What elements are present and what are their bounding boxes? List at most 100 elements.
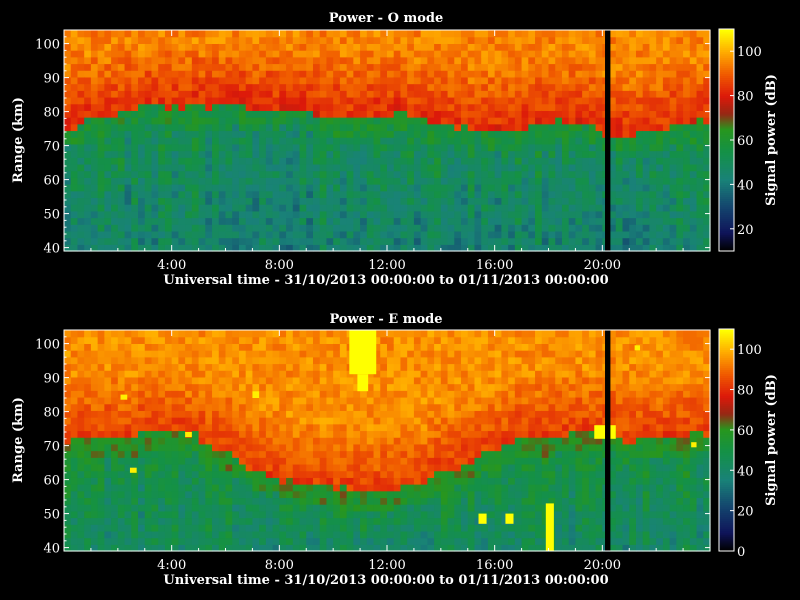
- heatmap-cell: [642, 210, 651, 219]
- heatmap-cell: [481, 170, 489, 178]
- heatmap-cell: [164, 103, 173, 111]
- heatmap-cell: [259, 244, 267, 252]
- heatmap-cell: [494, 177, 502, 185]
- heatmap-cell: [326, 423, 334, 432]
- heatmap-cell: [582, 36, 590, 44]
- heatmap-cell: [588, 50, 597, 58]
- heatmap-cell: [676, 150, 684, 158]
- heatmap-cell: [191, 356, 200, 365]
- heatmap-cell: [286, 190, 294, 199]
- heatmap-cell: [164, 470, 173, 478]
- heatmap-cell: [299, 430, 307, 438]
- heatmap-cell: [225, 210, 233, 219]
- heatmap-cell: [245, 76, 254, 85]
- heatmap-cell: [279, 110, 287, 118]
- heatmap-cell: [104, 510, 112, 519]
- heatmap-cell: [212, 63, 220, 71]
- heatmap-cell: [393, 130, 402, 138]
- heatmap-cell: [333, 197, 341, 205]
- heatmap-cell: [373, 363, 381, 371]
- heatmap-cell: [454, 157, 462, 165]
- heatmap-cell: [191, 63, 200, 71]
- heatmap-cell: [467, 110, 476, 118]
- heatmap-cell: [158, 163, 166, 172]
- heatmap-cell: [131, 537, 139, 545]
- heatmap-cell: [521, 117, 529, 125]
- heatmap-cell: [151, 217, 159, 225]
- heatmap-cell: [346, 43, 354, 51]
- heatmap-cell: [104, 490, 112, 499]
- heatmap-cell: [339, 123, 348, 132]
- heatmap-cell: [299, 396, 307, 405]
- heatmap-cell: [70, 430, 79, 438]
- heatmap-cell: [676, 123, 684, 132]
- heatmap-cell: [185, 70, 193, 78]
- heatmap-cell: [649, 117, 657, 125]
- heatmap-cell: [151, 50, 159, 58]
- heatmap-cell: [319, 63, 328, 71]
- heatmap-cell: [138, 510, 146, 519]
- heatmap-cell: [252, 177, 260, 185]
- heatmap-cell: [272, 390, 280, 398]
- heatmap-cell: [218, 123, 227, 132]
- heatmap-cell: [265, 50, 274, 58]
- heatmap-cell: [481, 184, 489, 192]
- heatmap-cell: [487, 123, 496, 132]
- heatmap-cell: [286, 137, 294, 145]
- heatmap-cell: [434, 43, 442, 51]
- heatmap-cell: [514, 83, 523, 91]
- heatmap-cell: [164, 530, 173, 539]
- heatmap-cell: [346, 410, 354, 418]
- heatmap-cell: [548, 83, 556, 91]
- heatmap-cell: [164, 83, 173, 91]
- heatmap-cell: [467, 56, 476, 65]
- heatmap-cell: [185, 117, 193, 125]
- heatmap-cell: [292, 63, 301, 71]
- heatmap-cell: [70, 330, 79, 338]
- heatmap-cell: [535, 63, 543, 71]
- heatmap-cell: [420, 230, 428, 239]
- heatmap-cell: [703, 90, 711, 98]
- heatmap-cell: [615, 43, 624, 51]
- heatmap-cell: [548, 150, 556, 158]
- heatmap-cell: [158, 210, 166, 219]
- heatmap-cell: [629, 36, 637, 44]
- heatmap-cell: [279, 50, 287, 58]
- heatmap-cell: [683, 184, 691, 192]
- heatmap-cell: [380, 137, 388, 145]
- colorbar-swatch: [719, 192, 734, 196]
- heatmap-cell: [380, 403, 388, 411]
- heatmap-cell: [164, 463, 173, 472]
- heatmap-cell: [467, 143, 476, 152]
- heatmap-cell: [561, 157, 570, 165]
- heatmap-cell: [205, 217, 213, 225]
- heatmap-cell: [568, 210, 577, 219]
- heatmap-cell: [487, 224, 496, 232]
- heatmap-cell: [454, 30, 462, 38]
- heatmap-cell: [117, 450, 126, 458]
- heatmap-cell: [427, 123, 435, 132]
- heatmap-cell: [104, 204, 112, 212]
- heatmap-cell: [218, 197, 227, 205]
- heatmap-cell: [501, 244, 509, 252]
- heatmap-cell: [185, 237, 193, 245]
- heatmap-cell: [212, 224, 220, 232]
- heatmap-cell: [635, 150, 644, 158]
- heatmap-cell: [535, 224, 543, 232]
- heatmap-cell: [77, 50, 85, 58]
- heatmap-cell: [77, 343, 85, 351]
- heatmap-cell: [191, 43, 200, 51]
- heatmap-cell: [521, 70, 529, 78]
- heatmap-cell: [582, 237, 590, 245]
- heatmap-cell: [360, 184, 368, 192]
- heatmap-cell: [232, 170, 240, 178]
- heatmap-cell: [252, 210, 260, 219]
- heatmap-cell: [312, 403, 321, 411]
- heatmap-cell: [615, 190, 624, 199]
- heatmap-cell: [609, 90, 617, 98]
- heatmap-cell: [669, 56, 677, 65]
- heatmap-cell: [306, 370, 314, 378]
- heatmap-cell: [117, 383, 126, 391]
- heatmap-cell: [131, 70, 139, 78]
- heatmap-cell: [339, 484, 348, 492]
